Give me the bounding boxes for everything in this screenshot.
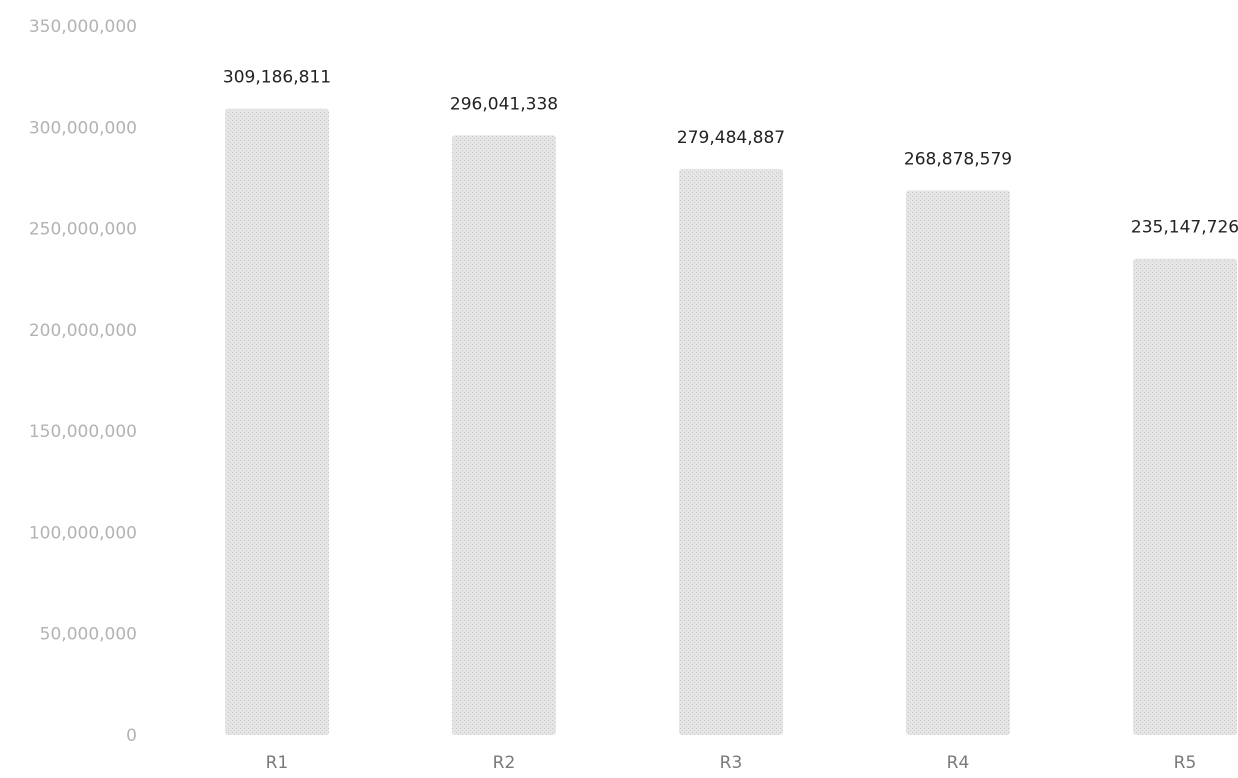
- y-tick-label: 300,000,000: [29, 118, 137, 138]
- bar-r3: [679, 168, 783, 735]
- x-tick-label-r3: R3: [720, 753, 743, 773]
- y-tick-label: 200,000,000: [29, 321, 137, 341]
- y-tick-label: 350,000,000: [29, 17, 137, 37]
- x-tick-label-r4: R4: [947, 753, 970, 773]
- data-label-r3: 279,484,887: [677, 128, 785, 148]
- data-label-r5: 235,147,726: [1131, 218, 1238, 238]
- x-tick-label-r1: R1: [266, 753, 289, 773]
- y-axis: 0 50,000,000 100,000,000 150,000,000 200,000…: [29, 17, 137, 746]
- data-labels: 309,186,811 296,041,338 279,484,887 268,878…: [223, 68, 1238, 238]
- x-axis: R1 R2 R3 R4 R5: [266, 753, 1197, 773]
- x-tick-label-r5: R5: [1174, 753, 1197, 773]
- x-tick-label-r2: R2: [493, 753, 516, 773]
- bars: [225, 108, 1237, 736]
- data-label-r4: 268,878,579: [904, 149, 1012, 169]
- y-tick-label: 0: [126, 726, 137, 746]
- bar-r5: [1133, 258, 1237, 735]
- bar-r4: [906, 190, 1010, 735]
- bar-r2: [452, 135, 556, 736]
- data-label-r1: 309,186,811: [223, 68, 331, 88]
- y-tick-label: 150,000,000: [29, 422, 137, 442]
- y-tick-label: 250,000,000: [29, 220, 137, 240]
- bar-r1: [225, 108, 329, 736]
- y-tick-label: 100,000,000: [29, 523, 137, 543]
- y-tick-label: 50,000,000: [40, 625, 137, 645]
- data-label-r2: 296,041,338: [450, 94, 558, 114]
